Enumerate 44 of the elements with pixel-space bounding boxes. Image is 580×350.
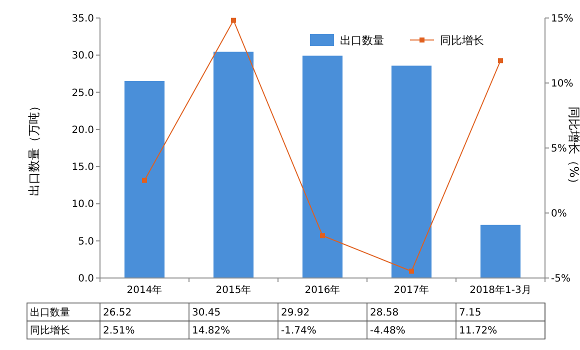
data-label: 28.58 [370,308,399,318]
data-label: -1.74% [281,326,316,336]
data-label: 14.82% [192,326,230,336]
data-label: 30.45 [192,308,221,318]
y-tick-label: 20.0 [72,124,94,136]
point [142,178,147,183]
y2-tick-label: -5% [551,274,570,284]
point [231,18,236,23]
y-tick-label: 15.0 [72,162,94,174]
y-tick-label: 30.0 [72,50,94,62]
y-axis-title: 出口数量（万吨） [27,100,41,196]
data-label: 26.52 [103,308,132,318]
x-tick-label: 2017年 [394,284,430,296]
text: 同比增长 [30,326,70,336]
point [409,268,414,274]
x-tick-label: 2016年 [304,284,340,296]
y-tick-label: 25.0 [72,88,94,99]
bar [302,56,343,278]
data-label: 29.92 [281,308,310,318]
data-label: -4.48% [370,326,406,336]
legend-label: 同比增长 [440,34,484,47]
data-label: 11.72% [459,326,498,336]
y2-tick-label: 0% [551,208,567,220]
x-tick-label: 2014年 [126,284,162,296]
data-label: 7.15 [459,308,482,318]
y2-tick-label: 5% [551,144,567,154]
y-tick-label: 35.0 [72,14,94,24]
data-label: 2.51% [103,326,135,336]
legend-label: 出口数量 [340,34,384,47]
y2-axis-title: 同比增长（%） [567,106,580,190]
bar [213,52,254,278]
y2-tick-label: 10% [551,78,574,90]
x-tick-label: 2018年1-3月 [470,284,532,296]
bar [480,224,521,278]
y-tick-label: 10.0 [72,199,94,210]
bar [391,66,432,278]
y-tick-label: 0.0 [78,274,94,284]
point [320,233,325,238]
y-tick-label: 5.0 [78,236,94,248]
point [498,58,503,64]
y2-tick-label: 15% [551,14,574,24]
bar [124,80,165,278]
x-tick-label: 2015年 [216,284,252,296]
text: 出口数量 [30,308,70,318]
